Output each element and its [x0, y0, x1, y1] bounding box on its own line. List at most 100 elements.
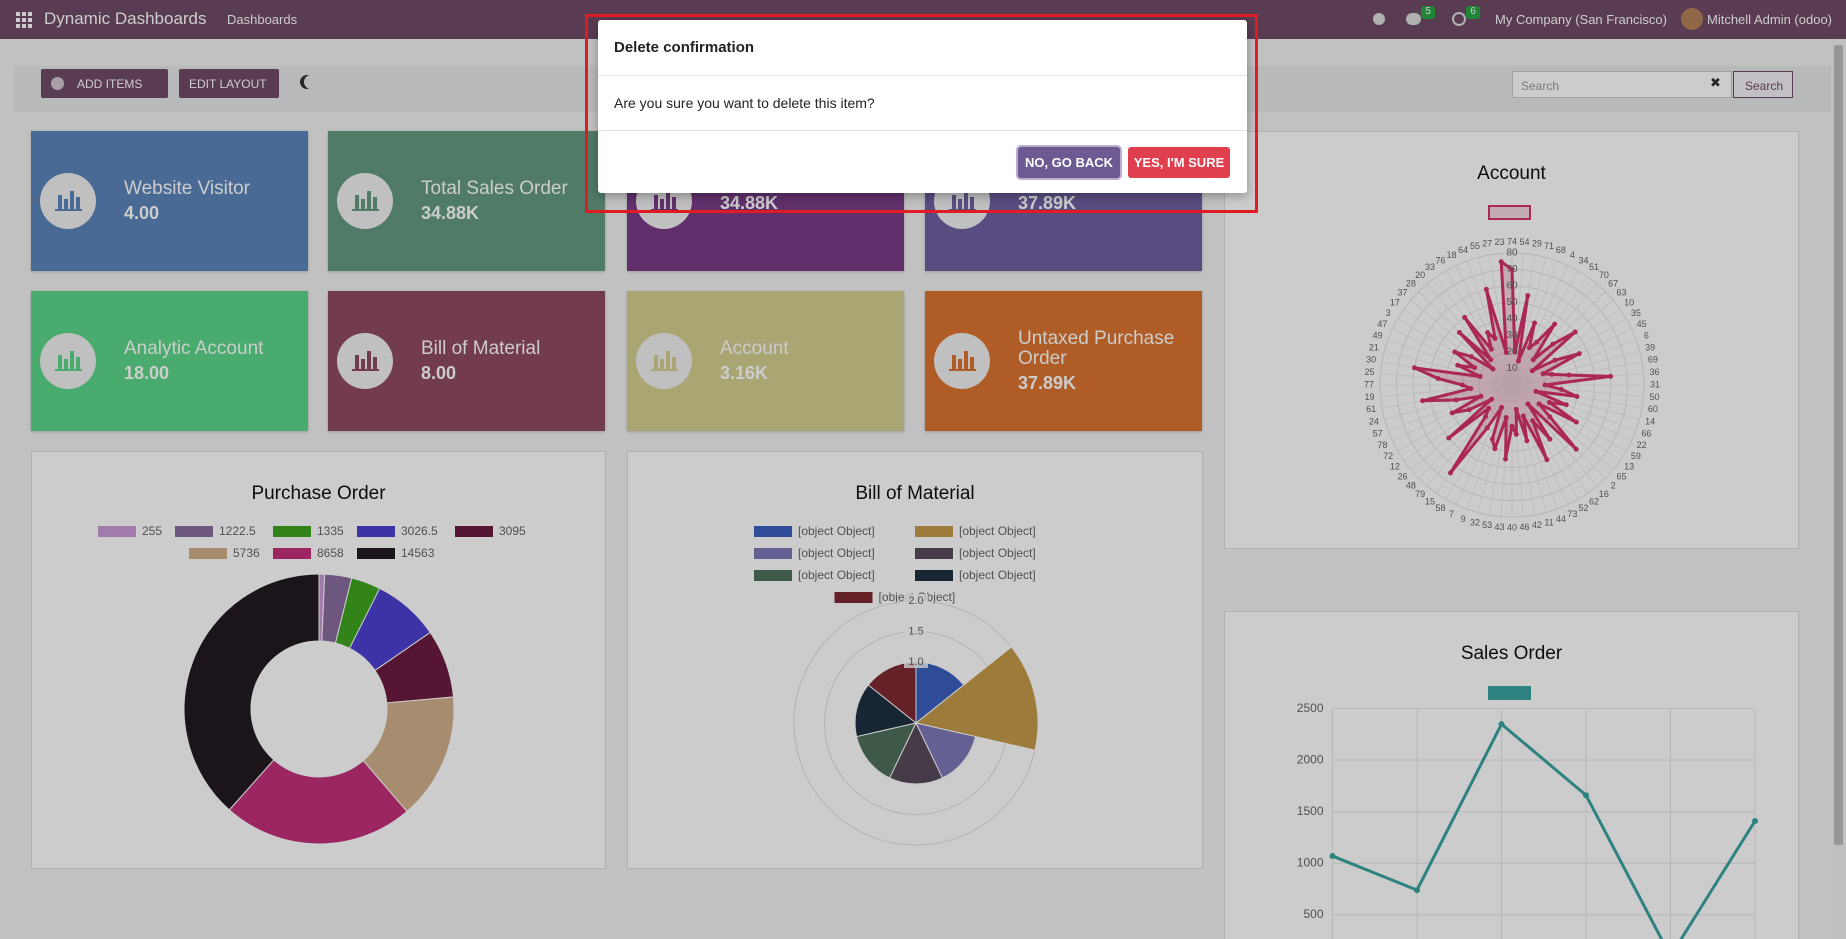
icon-bar [70, 191, 74, 209]
legend-label: [object Object] [798, 524, 875, 538]
axis-label: 63 [1617, 287, 1627, 297]
r-tick-label: 1.5 [908, 625, 923, 637]
tile[interactable]: Untaxed Purchase Order 37.89K [925, 291, 1202, 431]
icon-bar [64, 359, 68, 369]
chart-title: Bill of Material [855, 483, 974, 504]
spoke [1466, 260, 1513, 386]
tile[interactable]: Analytic Account 18.00 [31, 291, 308, 431]
axis-label: 44 [1556, 514, 1566, 524]
axis-label: 73 [1567, 509, 1577, 519]
legend-label: [object Object] [959, 546, 1036, 560]
axis-label: 74 [1507, 236, 1517, 246]
axis-label: 47 [1377, 319, 1387, 329]
add-items-button[interactable]: ADD ITEMS [41, 69, 168, 98]
axis-label: 16 [1599, 489, 1609, 499]
icon-bar [70, 351, 74, 369]
radar-point [1503, 414, 1509, 420]
spoke [1511, 384, 1614, 471]
axis-label: 65 [1617, 471, 1627, 481]
tick-bg [904, 624, 928, 638]
highlight-frame [585, 14, 1258, 213]
legend-swatch [834, 592, 873, 603]
icon-bar [373, 197, 377, 209]
radar-point [1547, 436, 1553, 442]
spoke [1381, 384, 1513, 409]
activity-icon[interactable] [1452, 12, 1466, 26]
radar-point [1573, 446, 1579, 452]
radar-point [1544, 457, 1550, 463]
apps-dot [28, 18, 32, 22]
spoke [1511, 308, 1621, 386]
edit-layout-button[interactable]: EDIT LAYOUT [179, 69, 279, 98]
radar-point [1547, 414, 1553, 420]
spoke [1387, 339, 1513, 386]
axis-label: 49 [1373, 330, 1383, 340]
spoke [1511, 384, 1621, 462]
icon-bar [58, 195, 62, 209]
tile[interactable]: Account 3.16K [627, 291, 904, 431]
axis-label: 78 [1377, 440, 1387, 450]
line-point [1498, 721, 1505, 728]
radar-point [1574, 393, 1580, 399]
spoke [1410, 299, 1513, 386]
axis-label: 22 [1637, 440, 1647, 450]
radar-point [1466, 407, 1472, 413]
chart-title: Purchase Order [251, 483, 386, 504]
axis-label: 60 [1648, 404, 1658, 414]
radar-point [1534, 339, 1540, 345]
debug-icon[interactable] [1373, 13, 1385, 25]
spoke [1511, 253, 1525, 386]
spoke [1511, 384, 1632, 442]
icon-bar [958, 359, 962, 369]
radar-point [1484, 425, 1490, 431]
chat-badge: 5 [1421, 6, 1435, 19]
icon-bar [952, 355, 956, 369]
spoke [1511, 384, 1598, 487]
axis-label: 14 [1645, 416, 1655, 426]
axis-label: 62 [1589, 497, 1599, 507]
tile[interactable]: Website Visitor 4.00 [31, 131, 308, 271]
confirm-button[interactable]: YES, I'M SURE [1128, 147, 1230, 178]
apps-icon[interactable] [16, 12, 32, 28]
legend-swatch [455, 526, 493, 537]
icon-bar [64, 199, 68, 209]
axis-label: 20 [1415, 270, 1425, 280]
radar-point [1503, 456, 1509, 462]
menu-item[interactable]: Dashboards [227, 12, 298, 27]
search-input[interactable]: Search [1512, 71, 1732, 98]
axis-label: 66 [1641, 428, 1651, 438]
user-menu[interactable]: Mitchell Admin (odoo) [1707, 12, 1832, 27]
spoke [1511, 257, 1547, 386]
axis-label: 6 [1644, 330, 1649, 340]
r-tick-label: 10 [1506, 363, 1518, 374]
icon-bar [76, 197, 80, 209]
tile-text: Untaxed Purchase Order 37.89K [1018, 291, 1193, 431]
line-point [1583, 792, 1589, 799]
tile-text: 34.88K [720, 131, 895, 271]
chart: Bill of Material [object Object] [object O… [754, 483, 1039, 846]
radar-point [1608, 373, 1614, 379]
tile-title: Bill of Material [421, 337, 541, 359]
radar-point [1478, 393, 1484, 399]
tile-text: Account 3.16K [720, 291, 895, 431]
axis-label: 57 [1373, 428, 1383, 438]
cancel-button[interactable]: NO, GO BACK [1018, 147, 1120, 178]
radar-point [1468, 354, 1474, 360]
y-tick-label: 1500 [1297, 804, 1324, 818]
search-button[interactable]: Search [1733, 71, 1793, 98]
tile[interactable]: Total Sales Order 34.88K [328, 131, 605, 271]
tile[interactable]: Bill of Material 8.00 [328, 291, 605, 431]
radar-point [1515, 358, 1521, 364]
tile-value: 4.00 [124, 202, 160, 223]
axis-label: 67 [1608, 278, 1618, 288]
axis-label: 11 [1544, 518, 1553, 528]
axis-label: 64 [1458, 245, 1468, 255]
radar-point [1447, 470, 1453, 476]
company-switch[interactable]: My Company (San Francisco) [1495, 12, 1667, 27]
spoke [1511, 384, 1558, 510]
axis-label: 3 [1386, 308, 1391, 318]
radar-point [1576, 351, 1582, 357]
chat-icon[interactable] [1406, 13, 1421, 25]
axis-label: 79 [1415, 489, 1425, 499]
